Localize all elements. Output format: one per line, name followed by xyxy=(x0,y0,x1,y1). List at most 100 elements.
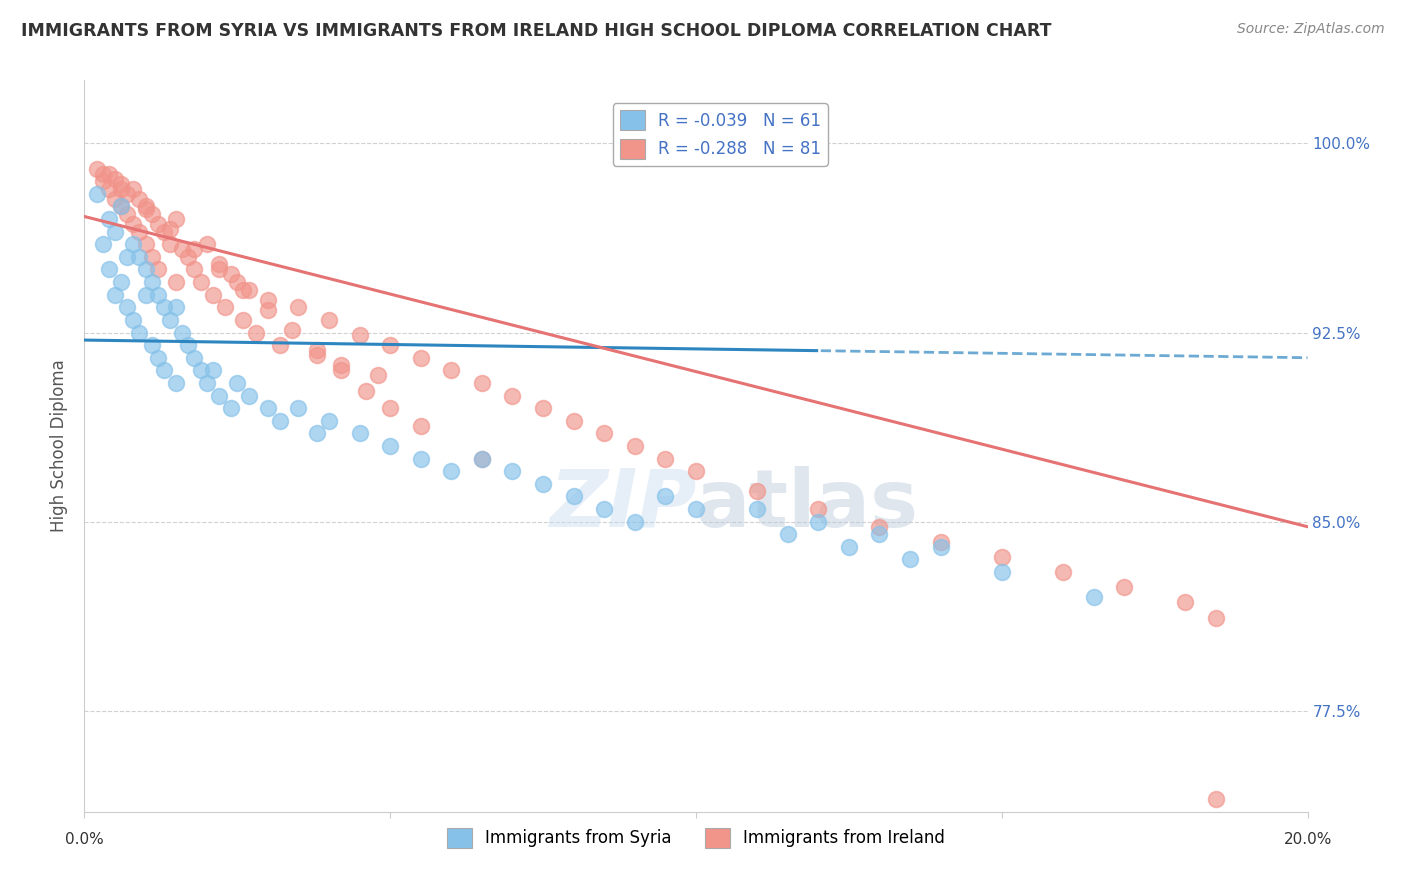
Point xyxy=(122,217,145,231)
Point xyxy=(354,384,377,398)
Point xyxy=(128,326,150,340)
Point xyxy=(141,275,163,289)
Point xyxy=(685,464,707,478)
Point xyxy=(86,161,108,176)
Point xyxy=(991,565,1014,579)
Point xyxy=(183,351,205,365)
Point xyxy=(287,401,309,416)
Point xyxy=(172,242,194,256)
Point xyxy=(654,490,676,504)
Point xyxy=(562,414,585,428)
Point xyxy=(165,300,187,314)
Point xyxy=(110,182,132,196)
Point xyxy=(747,484,769,499)
Point xyxy=(991,549,1014,564)
Point xyxy=(86,186,108,201)
Point xyxy=(226,275,249,289)
Point xyxy=(349,426,371,441)
Point xyxy=(135,202,157,216)
Point xyxy=(929,540,952,554)
Point xyxy=(807,502,830,516)
Point xyxy=(1205,792,1227,806)
Point xyxy=(219,401,242,416)
Point xyxy=(471,451,494,466)
Point xyxy=(122,237,145,252)
Point xyxy=(110,177,132,191)
Point xyxy=(153,300,176,314)
Point xyxy=(330,359,353,373)
Point xyxy=(159,237,181,252)
Point xyxy=(208,257,231,271)
Point xyxy=(165,376,187,390)
Point xyxy=(91,174,114,188)
Point xyxy=(838,540,860,554)
Point xyxy=(226,376,249,390)
Point xyxy=(593,426,616,441)
Point xyxy=(97,182,120,196)
Point xyxy=(146,217,169,231)
Point xyxy=(869,527,891,541)
Point xyxy=(146,351,169,365)
Point xyxy=(471,376,494,390)
Point xyxy=(269,338,291,352)
Point xyxy=(380,439,402,453)
Point xyxy=(232,283,254,297)
Point xyxy=(1083,591,1105,605)
Point xyxy=(898,552,921,566)
Point xyxy=(219,268,242,282)
Text: 0.0%: 0.0% xyxy=(65,832,104,847)
Point xyxy=(1205,610,1227,624)
Point xyxy=(141,207,163,221)
Point xyxy=(128,225,150,239)
Point xyxy=(287,300,309,314)
Point xyxy=(318,414,340,428)
Point xyxy=(141,338,163,352)
Point xyxy=(593,502,616,516)
Point xyxy=(245,326,267,340)
Point xyxy=(135,287,157,301)
Point xyxy=(110,199,132,213)
Point xyxy=(807,515,830,529)
Point xyxy=(159,222,181,236)
Point xyxy=(305,348,328,362)
Point xyxy=(624,515,647,529)
Point xyxy=(380,401,402,416)
Point xyxy=(776,527,799,541)
Point xyxy=(257,302,280,317)
Point xyxy=(330,363,353,377)
Point xyxy=(146,287,169,301)
Point xyxy=(104,287,127,301)
Point xyxy=(214,300,236,314)
Point xyxy=(238,283,260,297)
Point xyxy=(135,237,157,252)
Point xyxy=(122,313,145,327)
Text: atlas: atlas xyxy=(696,466,920,543)
Point xyxy=(122,182,145,196)
Text: Source: ZipAtlas.com: Source: ZipAtlas.com xyxy=(1237,22,1385,37)
Point xyxy=(159,313,181,327)
Point xyxy=(257,293,280,307)
Point xyxy=(135,199,157,213)
Point xyxy=(177,250,200,264)
Legend: Immigrants from Syria, Immigrants from Ireland: Immigrants from Syria, Immigrants from I… xyxy=(440,821,952,855)
Point xyxy=(349,328,371,343)
Point xyxy=(183,242,205,256)
Point xyxy=(305,426,328,441)
Point xyxy=(929,534,952,549)
Point xyxy=(531,476,554,491)
Point xyxy=(502,464,524,478)
Point xyxy=(409,451,432,466)
Point xyxy=(172,326,194,340)
Point xyxy=(135,262,157,277)
Point xyxy=(104,171,127,186)
Point xyxy=(440,464,463,478)
Point xyxy=(115,250,138,264)
Point xyxy=(115,186,138,201)
Point xyxy=(281,323,304,337)
Point xyxy=(232,313,254,327)
Point xyxy=(440,363,463,377)
Point xyxy=(502,388,524,402)
Point xyxy=(128,250,150,264)
Point xyxy=(562,490,585,504)
Point xyxy=(141,250,163,264)
